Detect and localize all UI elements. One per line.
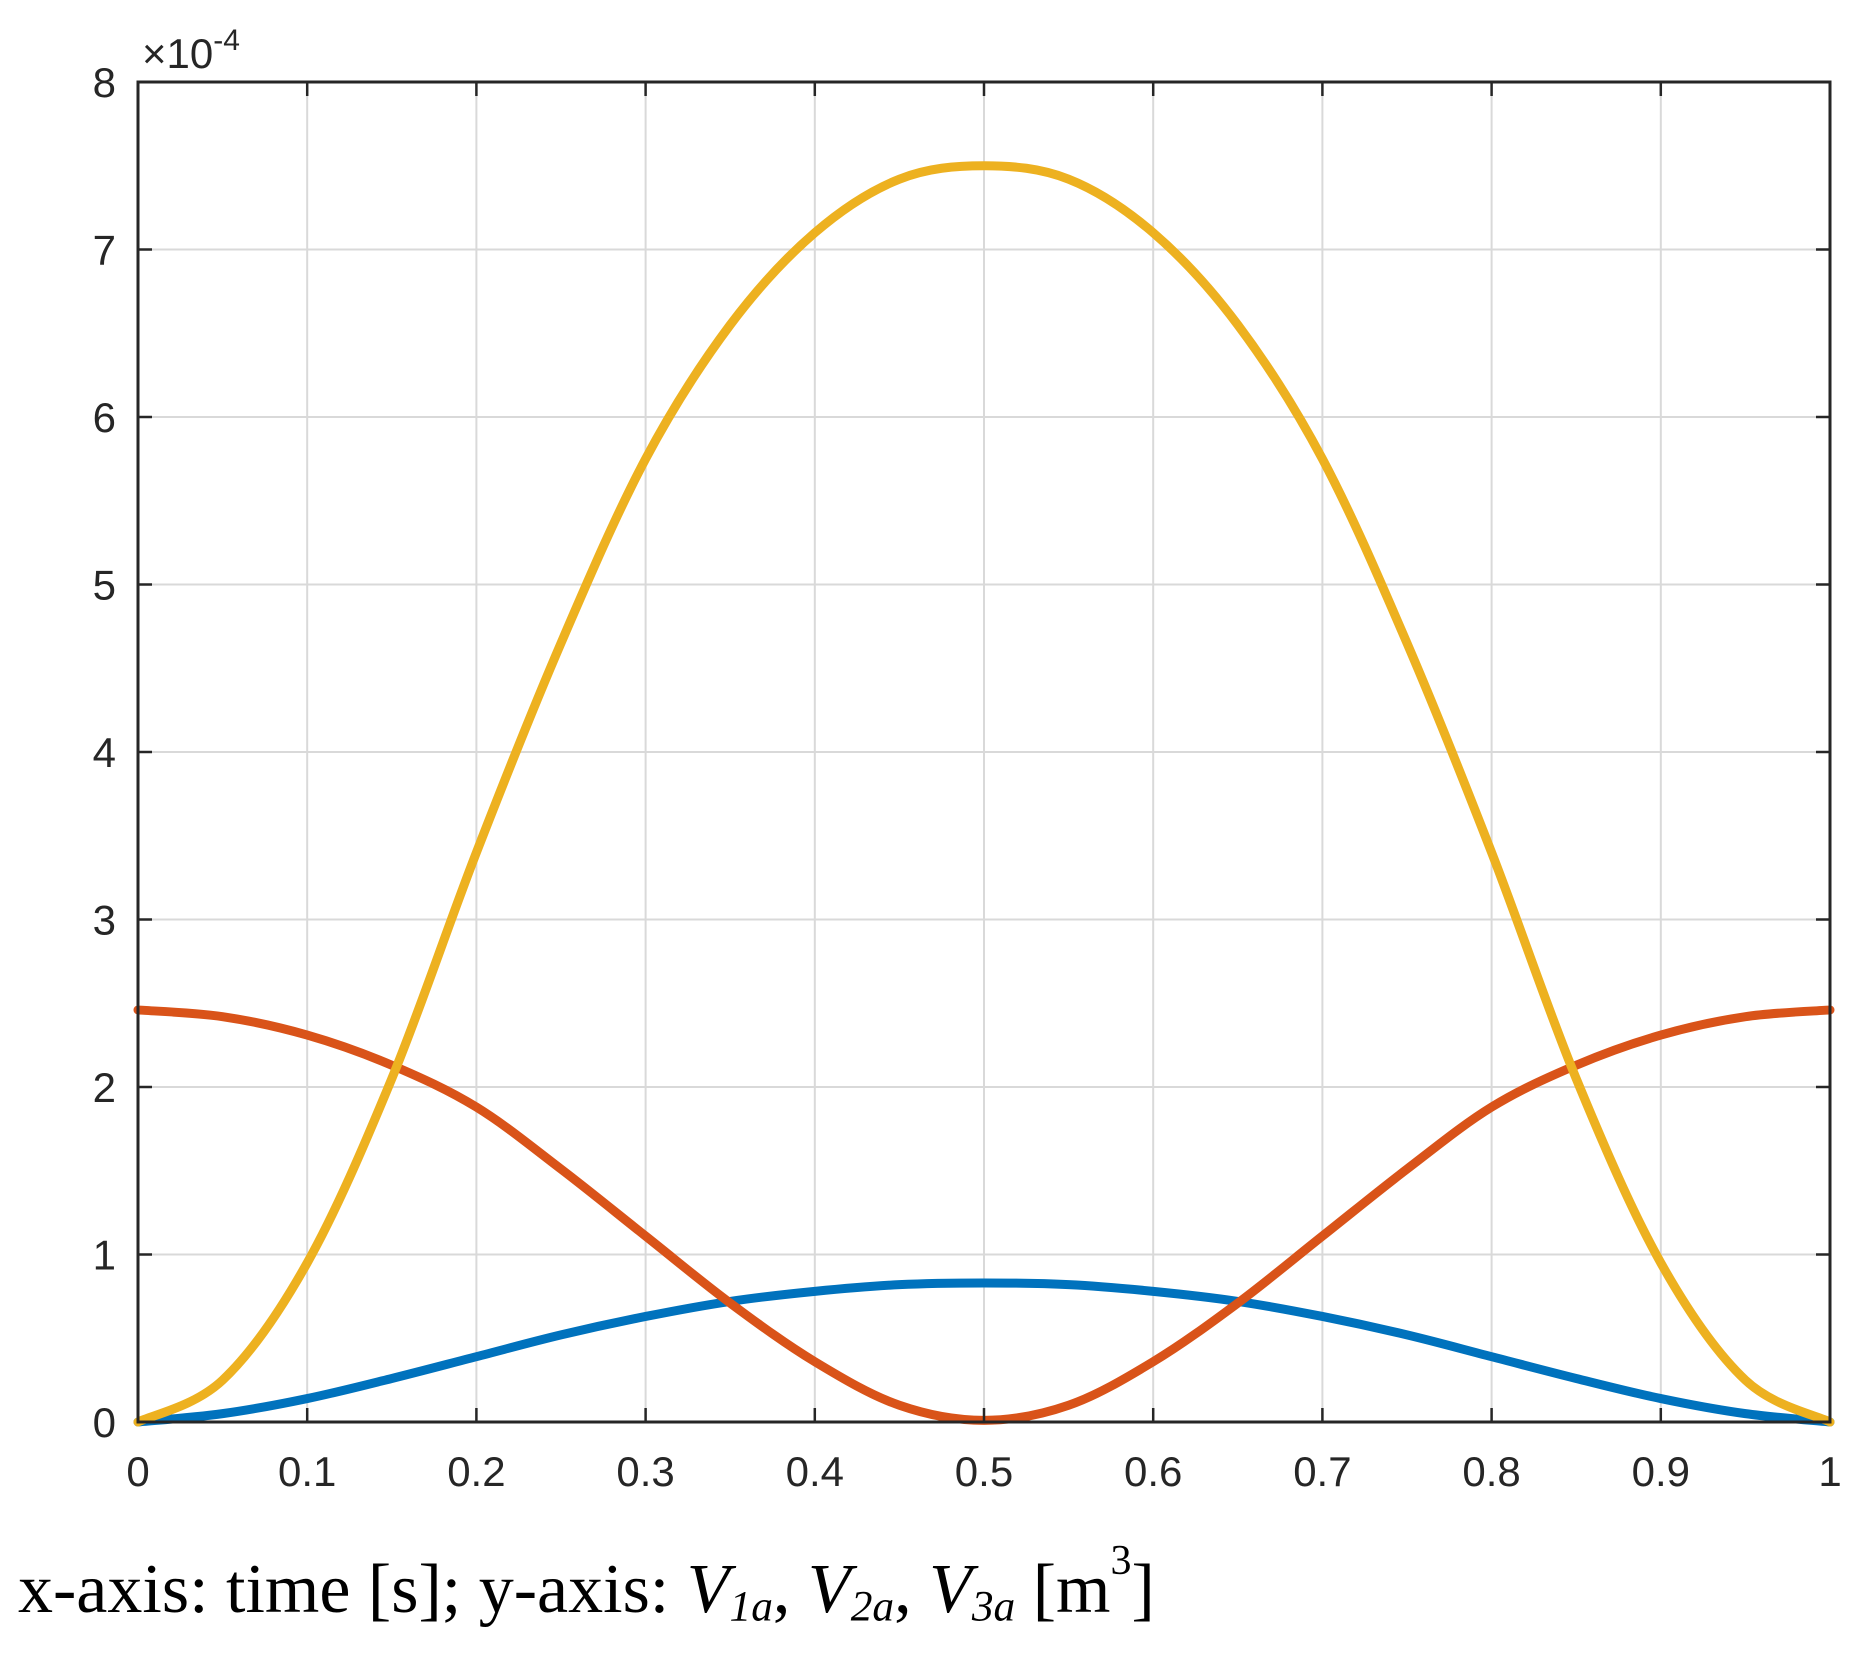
caption-unit-sup: 3 [1110, 1538, 1132, 1585]
caption-v1-sub: 1a [729, 1582, 773, 1631]
grid-lines [138, 82, 1830, 1422]
axis-caption: x-axis: time [s]; y-axis: V1a, V2a, V3a … [18, 1540, 1155, 1631]
caption-unit-open: [m [1015, 1551, 1111, 1628]
y-tick-label: 6 [93, 394, 116, 441]
line-chart: 0 0.1 0.2 0.3 0.4 0.5 0.6 0.7 0.8 0.9 1 012345678 … [93, 24, 1842, 1495]
x-tick-label: 0 [126, 1448, 149, 1495]
caption-unit-close: ] [1131, 1551, 1155, 1628]
y-tick-label: 7 [93, 227, 116, 274]
series-line-v1a [133, 1278, 1835, 1427]
x-tick-label: 1 [1818, 1448, 1841, 1495]
caption-v3-sub: 3a [971, 1582, 1016, 1631]
x-tick-label: 0.9 [1632, 1448, 1690, 1495]
y-tick-label: 0 [93, 1399, 116, 1446]
y-tick-label: 5 [93, 562, 116, 609]
x-tick-labels: 0 0.1 0.2 0.3 0.4 0.5 0.6 0.7 0.8 0.9 1 [126, 1448, 1841, 1495]
x-tick-label: 0.4 [786, 1448, 844, 1495]
y-tick-label: 3 [93, 897, 116, 944]
x-tick-label: 0.6 [1124, 1448, 1182, 1495]
tick-marks [136, 80, 1832, 1424]
x-tick-label: 0.5 [955, 1448, 1013, 1495]
series-line-v3a [133, 161, 1835, 1427]
x-tick-label: 0.2 [447, 1448, 505, 1495]
x-tick-label: 0.3 [616, 1448, 674, 1495]
caption-sep1: , [772, 1551, 808, 1628]
caption-v2: V [807, 1551, 851, 1628]
x-tick-label: 0.1 [278, 1448, 336, 1495]
y-scale-exponent: ×10-4 [142, 24, 240, 77]
x-tick-label: 0.7 [1293, 1448, 1351, 1495]
caption-v1: V [686, 1551, 730, 1628]
y-tick-label: 8 [93, 59, 116, 106]
caption-sep2: , [894, 1551, 930, 1628]
x-tick-label: 0.8 [1462, 1448, 1520, 1495]
y-tick-label: 4 [93, 729, 116, 776]
caption-v2-sub: 2a [850, 1582, 895, 1631]
caption-prefix: x-axis: time [s]; y-axis: [18, 1551, 687, 1628]
caption-v3: V [929, 1551, 972, 1628]
y-tick-label: 1 [93, 1232, 116, 1279]
y-tick-labels: 0 1 2 3 4 5 6 7 8 [93, 59, 116, 1446]
y-tick-label: 2 [93, 1064, 116, 1111]
